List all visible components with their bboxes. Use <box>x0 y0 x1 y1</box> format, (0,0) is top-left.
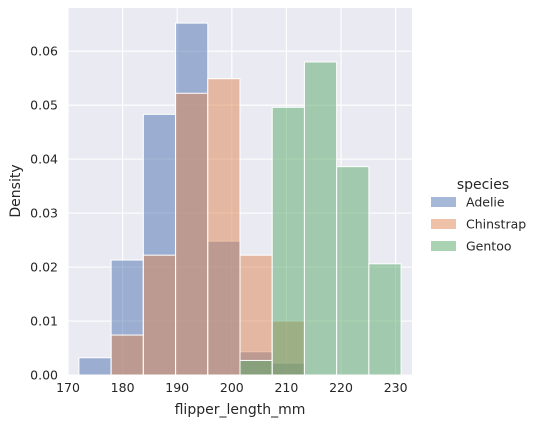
y-tick-label: 0.03 <box>30 206 58 221</box>
legend-label-chinstrap: Chinstrap <box>466 217 526 232</box>
bar-gentoo <box>368 263 402 376</box>
legend-label-adelie: Adelie <box>466 195 505 210</box>
y-tick-label: 0.01 <box>30 314 58 329</box>
x-tick-label: 190 <box>165 380 189 395</box>
legend-swatch-gentoo <box>431 241 456 251</box>
bar-chinstrap <box>207 78 241 376</box>
legend-title: species <box>457 177 509 193</box>
y-axis-label: Density <box>8 164 24 217</box>
bar-chinstrap <box>110 334 144 376</box>
y-tick-label: 0.04 <box>30 152 58 167</box>
y-tick-label: 0.00 <box>30 368 58 383</box>
legend-label-gentoo: Gentoo <box>466 239 512 254</box>
bar-chinstrap <box>175 92 209 376</box>
x-tick-label: 230 <box>384 380 408 395</box>
y-tick-label: 0.02 <box>30 260 58 275</box>
x-tick-label: 200 <box>220 380 244 395</box>
legend-swatch-chinstrap <box>431 219 456 229</box>
x-tick-label: 220 <box>329 380 353 395</box>
bar-adelie <box>78 357 112 376</box>
x-tick-label: 180 <box>111 380 135 395</box>
x-tick-label: 210 <box>274 380 298 395</box>
bar-chinstrap <box>142 254 177 376</box>
bar-gentoo <box>303 61 338 376</box>
bar-chinstrap <box>239 254 273 376</box>
bars-group <box>78 22 402 376</box>
x-tick-label: 170 <box>56 380 80 395</box>
bar-gentoo <box>239 359 273 376</box>
y-tick-labels: 0.00 0.01 0.02 0.03 0.04 0.05 0.06 <box>30 44 58 383</box>
x-axis-label: flipper_length_mm <box>175 402 306 418</box>
legend: species Adelie Chinstrap Gentoo <box>431 177 526 254</box>
bar-gentoo <box>271 106 305 376</box>
x-tick-labels: 170 180 190 200 210 220 230 <box>56 380 408 395</box>
bar-gentoo <box>336 166 370 376</box>
y-tick-label: 0.06 <box>30 44 58 59</box>
legend-swatch-adelie <box>431 197 456 207</box>
y-tick-label: 0.05 <box>30 98 58 113</box>
